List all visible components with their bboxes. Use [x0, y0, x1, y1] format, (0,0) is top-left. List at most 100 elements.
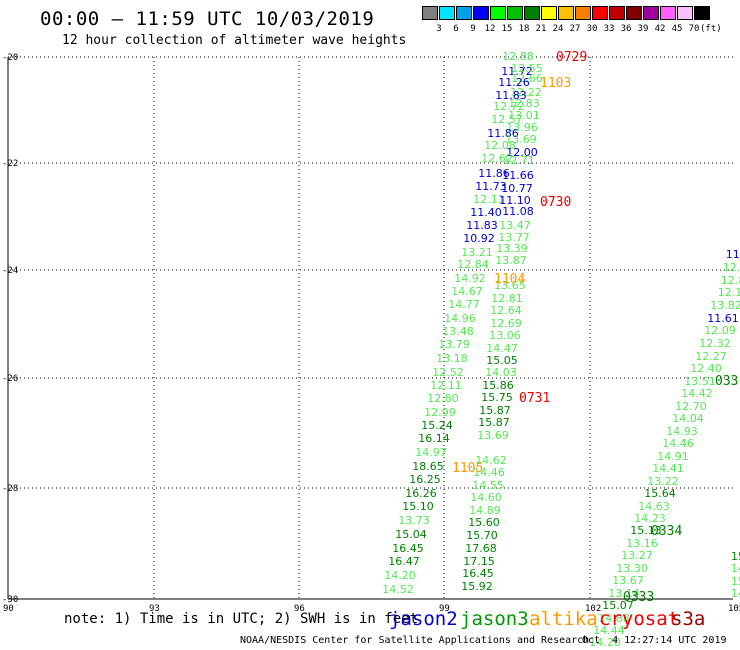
wave-height-value: 14.42 — [681, 387, 713, 400]
wave-height-value: 13.16 — [626, 537, 658, 550]
wave-height-value: 13.82 — [710, 299, 740, 312]
wave-height-value: 15.87 — [479, 404, 511, 417]
wave-height-value: 14.41 — [652, 462, 684, 475]
wave-height-value: 12.84 — [457, 258, 489, 271]
color-scale-label: 39 — [637, 24, 649, 34]
wave-height-value: 12.80 — [427, 392, 459, 405]
color-swatch — [507, 6, 523, 20]
wave-height-value: 15.64 — [644, 487, 676, 500]
wave-height-value: 13.14 — [608, 587, 640, 600]
wave-height-value: 13.06 — [489, 329, 521, 342]
pass-time-label: 0333 — [623, 590, 654, 605]
pass-time-label: 033 — [715, 374, 738, 389]
longitude-label: 93 — [149, 604, 160, 614]
wave-height-value: 13.01 — [508, 109, 540, 122]
color-scale-label: 9 — [470, 24, 476, 34]
wave-height-value: 14.60 — [470, 491, 502, 504]
wave-height-value: 15 — [731, 550, 740, 563]
wave-height-value: 11.83 — [495, 89, 527, 102]
wave-height-value: 10.92 — [463, 232, 495, 245]
longitude-label: 90 — [3, 604, 14, 614]
wave-height-value: 14.52 — [382, 583, 414, 596]
wave-height-value: 14.96 — [444, 312, 476, 325]
wave-height-value: 14.67 — [451, 285, 483, 298]
wave-height-value: 16.45 — [392, 542, 424, 555]
color-scale-label: 18 — [518, 24, 530, 34]
wave-height-value: 15.07 — [602, 599, 634, 612]
color-scale-label: 24 — [552, 24, 564, 34]
wave-height-value: 12.11 — [430, 379, 462, 392]
wave-height-value: 13.96 — [506, 121, 538, 134]
wave-height-value: 11.08 — [502, 205, 534, 218]
wave-height-value: 12.62 — [481, 152, 513, 165]
color-swatch — [473, 6, 489, 20]
wave-height-value: 12.09 — [704, 324, 736, 337]
wave-height-value: 14.55 — [472, 479, 504, 492]
map-frame — [7, 57, 733, 600]
wave-height-value: 13.67 — [612, 574, 644, 587]
color-scale-label: 6 — [453, 24, 459, 34]
latitude-labels: -20 -22 -24 -26 -28 -30 — [2, 53, 18, 605]
wave-height-value: 12.08 — [484, 139, 516, 152]
wave-height-value: 12.27 — [695, 350, 727, 363]
color-scale-label: 36 — [620, 24, 632, 34]
wave-height-value: 14.38 — [584, 648, 616, 650]
satellite-jason3: jason3 — [460, 608, 529, 630]
wave-height-value: 11.83 — [466, 219, 498, 232]
wave-height-value: 17.68 — [465, 542, 497, 555]
wave-height-value: 12.40 — [690, 362, 722, 375]
pass-time-label: 0334 — [651, 524, 682, 539]
wave-height-value: 13.69 — [477, 429, 509, 442]
wave-height-value: 11.73 — [475, 180, 507, 193]
wave-height-value: 16.47 — [388, 555, 420, 568]
color-swatch — [643, 6, 659, 20]
unit-label: (ft) — [700, 24, 722, 34]
wave-height-values: 12.8811.7212.5512.6611.2612.2211.8312.83… — [382, 50, 740, 650]
wave-height-value: 12.55 — [511, 62, 543, 75]
wave-height-value: 14.89 — [469, 504, 501, 517]
color-scale-label: 33 — [603, 24, 615, 34]
wave-height-value: 13.79 — [438, 338, 470, 351]
wave-height-value: 13.48 — [442, 325, 474, 338]
wave-height-value: 12.5 — [723, 261, 740, 274]
wave-height-value: 15.87 — [478, 416, 510, 429]
wave-height-value: 14.77 — [448, 298, 480, 311]
pass-time-label: 0730 — [540, 195, 571, 210]
footer-credit: NOAA/NESDIS Center for Satellite Applica… — [240, 635, 590, 646]
wave-height-value: 15.24 — [421, 419, 453, 432]
wave-height-value: 13.65 — [494, 279, 526, 292]
wave-height-value: 12.83 — [508, 97, 540, 110]
wave-height-value: 11.40 — [470, 206, 502, 219]
latitude-label: -24 — [2, 266, 18, 276]
pass-time-label: 0731 — [519, 391, 550, 406]
latitude-label: -26 — [2, 374, 18, 384]
wave-height-value: 13.87 — [495, 254, 527, 267]
color-swatch — [660, 6, 676, 20]
wave-height-value: 14.46 — [662, 437, 694, 450]
wave-height-value: 15.92 — [461, 580, 493, 593]
wave-height-value: 15 — [731, 575, 740, 588]
color-swatch — [558, 6, 574, 20]
wave-height-value: 15.13 — [630, 524, 662, 537]
wave-height-value: 12.1 — [718, 286, 740, 299]
wave-height-value: 14.03 — [485, 366, 517, 379]
color-swatch — [609, 6, 625, 20]
wave-height-value: 14.97 — [415, 446, 447, 459]
footer-timestamp: Oct 4 12:27:14 UTC 2019 — [582, 635, 727, 646]
wave-height-value: 12.71 — [503, 154, 535, 167]
wave-height-value: 11.86 — [487, 127, 519, 140]
wave-height-value: 14.46 — [473, 466, 505, 479]
wave-height-value: 16.14 — [418, 432, 450, 445]
wave-height-value: 14 — [731, 562, 740, 575]
wave-height-value: 13.69 — [505, 133, 537, 146]
wave-height-value: 13.47 — [499, 219, 531, 232]
pass-time-label: 1103 — [540, 76, 571, 91]
wave-height-value: 11.86 — [478, 167, 510, 180]
wave-height-value: 12.57 — [491, 113, 523, 126]
wave-height-value: 14.23 — [634, 512, 666, 525]
wave-height-value: 15.70 — [466, 529, 498, 542]
color-scale-label: 42 — [654, 24, 666, 34]
wave-height-value: 11.5 — [726, 248, 740, 261]
pass-time-label: 0729 — [556, 50, 587, 65]
